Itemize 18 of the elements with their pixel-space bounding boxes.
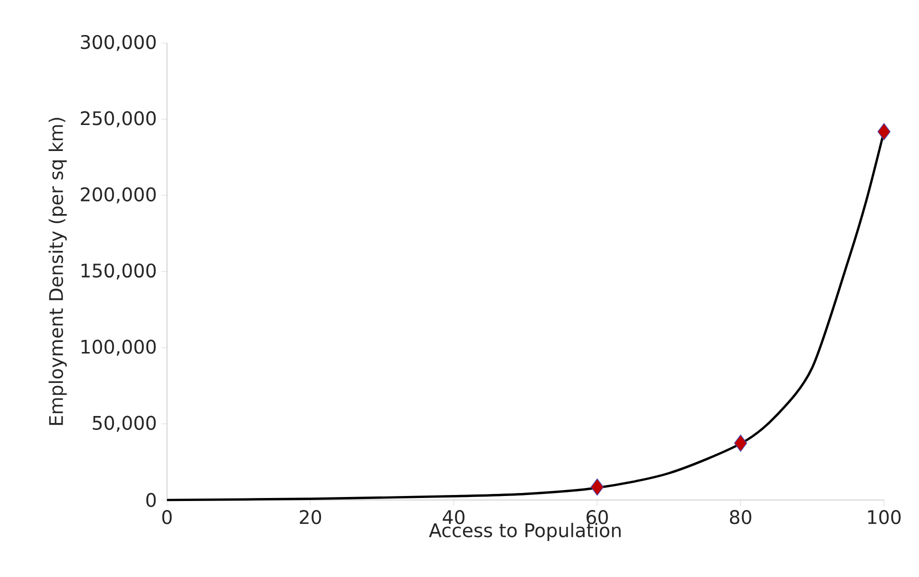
x-tick-label: 60 [586, 510, 608, 524]
y-tick-label: 200,000 [80, 187, 156, 204]
x-tick-label: 100 [868, 510, 901, 524]
x-tick-label: 20 [300, 510, 322, 524]
y-tick-label: 300,000 [80, 34, 156, 52]
y-axis-title: Employment Density (per sq km) [48, 118, 67, 425]
y-tick-label: 150,000 [82, 263, 156, 280]
x-axis-title: Access to Population [428, 522, 621, 541]
x-tick-label: 40 [442, 510, 464, 524]
point [734, 434, 748, 452]
x-tick-label: 0 [162, 510, 172, 524]
y-tick-label: 50,000 [92, 416, 156, 432]
y-tick-label: 250,000 [80, 111, 156, 128]
point [878, 123, 891, 140]
y-tick-label: 100,000 [82, 340, 156, 356]
y-tick-label: 0 [146, 492, 156, 508]
x-tick-label: 80 [730, 510, 752, 524]
point [590, 478, 604, 496]
